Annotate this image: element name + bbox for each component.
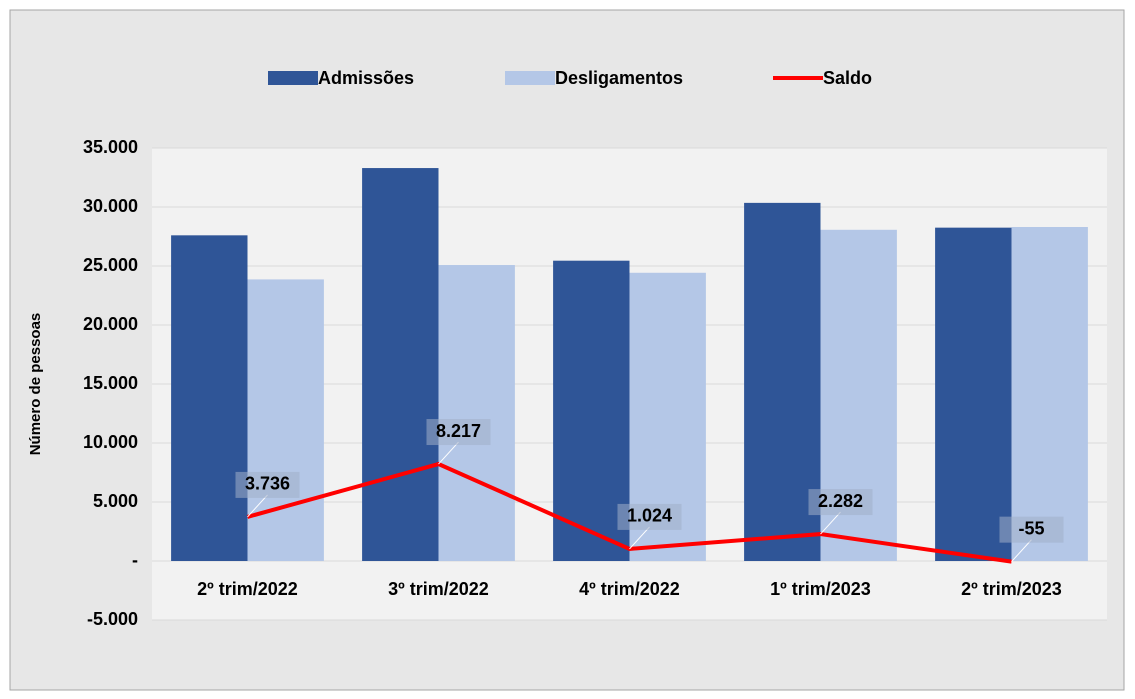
legend-label: Admissões [318,68,414,88]
leader-line [438,441,459,465]
bar [1011,227,1088,561]
data-label-box [808,489,873,516]
y-tick-label: 5.000 [93,491,138,511]
y-tick-label: 20.000 [83,314,138,334]
bar [553,260,630,561]
bar [171,235,248,561]
data-label-box [426,419,491,446]
leader-line [629,526,650,550]
x-tick-label: 2º trim/2023 [961,579,1062,599]
y-tick-label: 35.000 [83,137,138,157]
data-label: 2.282 [818,491,863,511]
data-label-box [617,503,682,530]
bar [247,279,324,561]
data-label: 1.024 [627,506,672,526]
x-tick-label: 1º trim/2023 [770,579,871,599]
data-label: 3.736 [245,474,290,494]
x-tick-label: 3º trim/2022 [388,579,489,599]
bar [935,227,1012,561]
y-tick-label: 15.000 [83,373,138,393]
legend-swatch [505,71,555,85]
legend-label: Saldo [823,68,872,88]
leader-line [247,494,268,518]
bar [438,265,515,561]
y-tick-label: 30.000 [83,196,138,216]
data-label-box [235,471,300,498]
y-tick-label: 25.000 [83,255,138,275]
data-label: 8.217 [436,421,481,441]
leader-line [820,511,841,535]
data-label: -55 [1018,518,1044,538]
bar [744,202,821,561]
legend-swatch [268,71,318,85]
data-label-box [999,516,1064,543]
bar [362,168,439,561]
y-tick-label: 10.000 [83,432,138,452]
legend-label: Desligamentos [555,68,683,88]
y-tick-label: - [132,550,138,570]
y-axis-label: Número de pessoas [27,313,44,456]
line [246,461,1012,564]
leader-line [1011,539,1032,562]
y-tick-label: -5.000 [87,609,138,629]
x-tick-label: 4º trim/2022 [579,579,680,599]
x-tick-label: 2º trim/2022 [197,579,298,599]
